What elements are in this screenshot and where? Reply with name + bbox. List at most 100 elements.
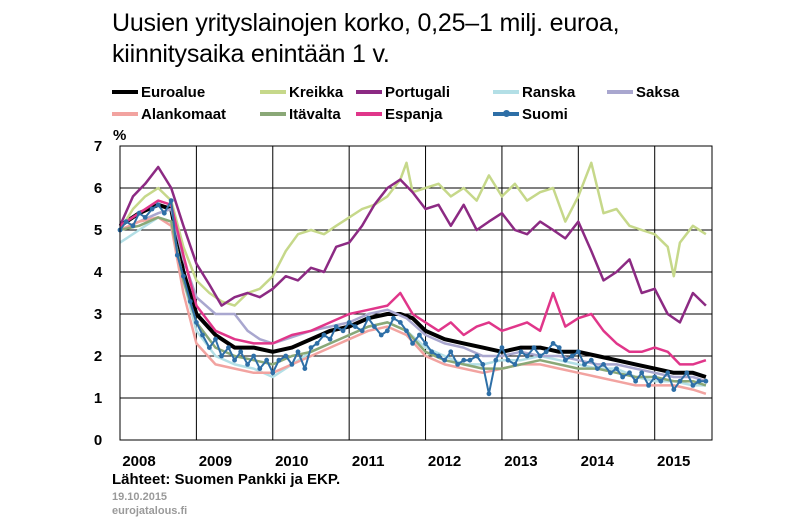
series-point-suomi xyxy=(276,357,282,363)
series-point-suomi xyxy=(308,345,314,350)
series-line-saksa xyxy=(119,207,707,383)
series-point-suomi xyxy=(327,336,333,342)
y-tick-label: 5 xyxy=(94,222,102,239)
plot-frame xyxy=(119,145,713,441)
series-point-suomi xyxy=(461,357,467,363)
y-tick-label: 3 xyxy=(94,306,102,323)
chart-title: Uusien yrityslainojen korko, 0,25–1 milj… xyxy=(112,8,620,70)
series-point-suomi xyxy=(270,370,276,376)
series-point-suomi xyxy=(696,378,702,384)
series-point-suomi xyxy=(365,315,371,321)
series-point-suomi xyxy=(123,219,129,225)
y-axis-unit: % xyxy=(113,127,127,144)
y-tick-label: 7 xyxy=(94,138,102,155)
legend-label: Saksa xyxy=(636,83,680,101)
y-tick-label: 0 xyxy=(94,432,102,449)
legend-swatch xyxy=(607,90,633,94)
series-point-suomi xyxy=(136,210,142,216)
series-point-suomi xyxy=(302,366,308,371)
series-point-suomi xyxy=(684,370,690,376)
legend-item-euroalue: Euroalue xyxy=(112,82,205,102)
legend-item-espanja: Espanja xyxy=(356,104,443,124)
legend-label: Itävalta xyxy=(289,105,341,123)
chart-title-line-2: kiinnitysaika enintään 1 v. xyxy=(112,40,390,68)
series-point-suomi xyxy=(690,383,696,388)
x-tick-label: 2010 xyxy=(275,453,308,470)
series-point-suomi xyxy=(556,345,562,350)
series-point-suomi xyxy=(448,349,454,355)
y-tick-label: 1 xyxy=(94,390,102,407)
series-point-suomi xyxy=(371,324,377,329)
series-point-suomi xyxy=(588,357,594,363)
legend-item-kreikka: Kreikka xyxy=(260,82,343,102)
publication-date: 19.10.2015 xyxy=(112,491,168,503)
series-line-alankomaat xyxy=(119,216,707,395)
series-point-suomi xyxy=(423,341,428,346)
series-line-espanja xyxy=(119,199,707,366)
series-point-suomi xyxy=(677,378,683,384)
y-tick-label: 6 xyxy=(94,180,102,197)
series-point-suomi xyxy=(193,320,199,325)
series-point-suomi xyxy=(524,353,530,359)
legend-swatch xyxy=(112,112,138,116)
legend-item-itävalta: Itävalta xyxy=(260,104,341,124)
series-point-suomi xyxy=(614,366,619,371)
series-point-suomi xyxy=(562,357,568,363)
site-name: eurojatalous.fi xyxy=(112,505,188,517)
series-point-suomi xyxy=(283,353,289,359)
series-point-suomi xyxy=(512,362,518,367)
plot-border xyxy=(119,145,713,441)
legend-swatch xyxy=(356,112,382,116)
series-point-suomi xyxy=(340,328,346,334)
series-point-suomi xyxy=(226,345,231,350)
series-point-suomi xyxy=(486,391,492,397)
legend-swatch xyxy=(493,110,519,117)
series-point-suomi xyxy=(251,353,257,359)
series-point-suomi xyxy=(442,357,448,363)
series-point-suomi xyxy=(352,324,358,329)
series-point-suomi xyxy=(295,349,301,355)
legend-label: Espanja xyxy=(385,105,443,123)
legend-label: Portugali xyxy=(385,83,451,101)
series-point-suomi xyxy=(467,357,473,363)
series-point-suomi xyxy=(499,345,505,350)
series-point-suomi xyxy=(378,332,384,338)
series-point-suomi xyxy=(359,328,365,334)
x-tick-labels: 2008 2009 2010 2011 2012 2013 2014 2015 xyxy=(122,453,690,470)
series-point-suomi xyxy=(232,357,237,363)
x-tick-label: 2012 xyxy=(428,453,461,470)
series-point-suomi xyxy=(346,320,352,325)
series-point-suomi xyxy=(200,332,205,338)
legend-label: Kreikka xyxy=(289,83,344,101)
series-point-suomi xyxy=(646,383,651,388)
series-point-suomi xyxy=(518,349,524,355)
series-layer xyxy=(117,161,709,397)
source-note: Lähteet: Suomen Pankki ja EKP. xyxy=(112,471,341,488)
legend-swatch xyxy=(260,112,286,116)
series-point-suomi xyxy=(505,357,511,363)
series-point-suomi xyxy=(384,328,390,334)
series-line-portugali xyxy=(118,165,707,324)
series-point-suomi xyxy=(633,378,639,384)
legend-swatch xyxy=(112,90,138,94)
series-point-suomi xyxy=(665,370,671,376)
x-tick-label: 2009 xyxy=(199,453,232,470)
legend-item-alankomaat: Alankomaat xyxy=(112,104,226,124)
series-point-suomi xyxy=(264,357,270,363)
series-point-suomi xyxy=(321,332,327,338)
y-tick-label: 4 xyxy=(94,264,103,281)
series-line-euroalue xyxy=(118,202,707,379)
legend-swatch xyxy=(493,90,519,94)
series-point-suomi xyxy=(289,362,295,367)
series-point-suomi xyxy=(480,362,486,367)
legend-item-portugali: Portugali xyxy=(356,82,450,102)
series-point-suomi xyxy=(397,320,403,325)
series-point-suomi xyxy=(333,324,339,329)
series-point-suomi xyxy=(417,332,422,338)
series-point-suomi xyxy=(627,370,632,376)
series-point-suomi xyxy=(658,378,664,384)
series-point-suomi xyxy=(569,353,575,359)
series-point-suomi xyxy=(537,353,543,359)
series-point-suomi xyxy=(543,349,549,355)
